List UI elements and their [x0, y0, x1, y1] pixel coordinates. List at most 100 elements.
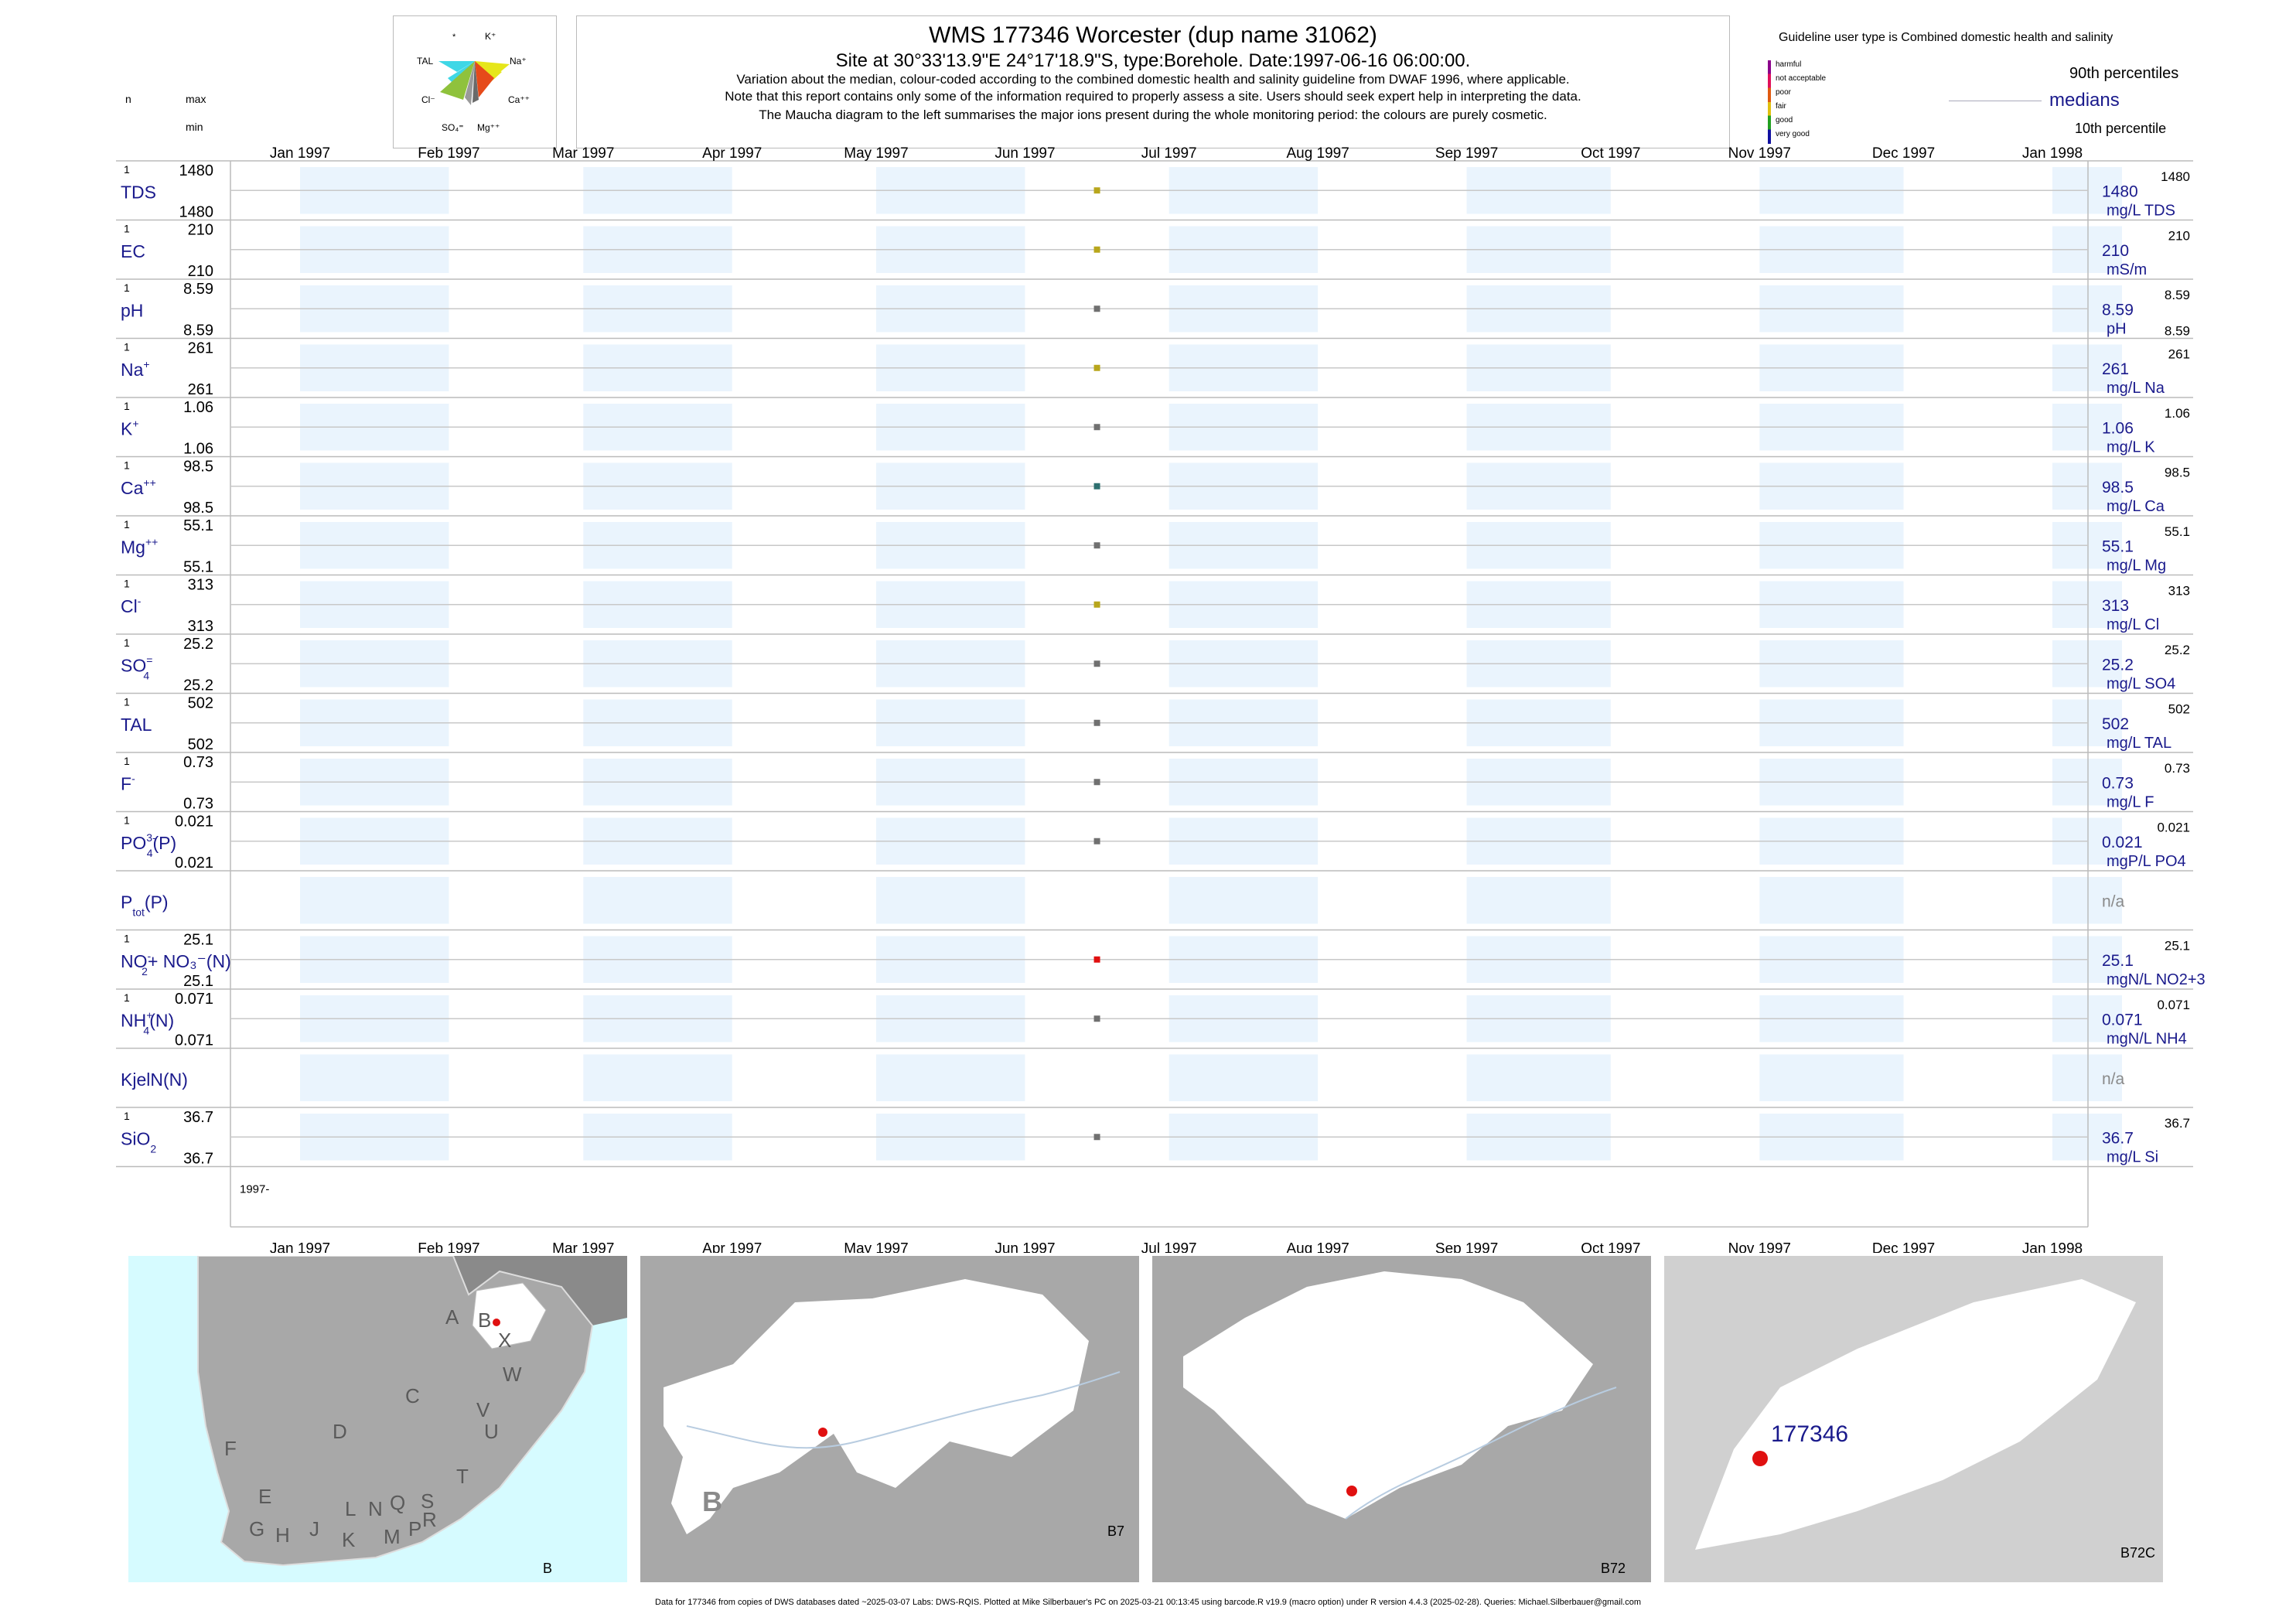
legend-class-very-good: very good — [1776, 130, 1810, 138]
map-region-L: L — [345, 1497, 356, 1520]
n-value: 1 — [124, 223, 130, 235]
map-region-E: E — [258, 1485, 271, 1508]
max-value: 98.5 — [183, 459, 213, 476]
data-point-NO — [1093, 956, 1100, 963]
month-band — [1759, 1054, 1904, 1101]
data-point-Mg — [1093, 542, 1100, 549]
map-region-R: R — [422, 1508, 437, 1531]
data-point-NH — [1093, 1015, 1100, 1022]
data-point-SiO — [1093, 1134, 1100, 1141]
maucha-label-cl: Cl⁻ — [421, 94, 435, 105]
legend-class-not-acceptable: not acceptable — [1776, 74, 1827, 83]
map3-river — [1345, 1387, 1617, 1520]
param-name: EC — [121, 241, 145, 261]
data-point-SO — [1093, 660, 1100, 667]
note-line-2: Note that this report contains only some… — [725, 89, 1581, 104]
map1-label: B — [543, 1561, 552, 1576]
max-value: 36.7 — [183, 1109, 213, 1126]
map-region-A: A — [445, 1305, 459, 1329]
map-region-W: W — [503, 1363, 522, 1386]
param-name: NH+ 4(N) — [121, 1008, 174, 1036]
map-region-D: D — [333, 1420, 347, 1443]
min-value: 55.1 — [183, 559, 213, 576]
right-median: n/a — [2102, 892, 2125, 910]
right-unit: mg/L Cl — [2107, 616, 2159, 633]
legend-class-fair: fair — [1776, 102, 1786, 111]
right-p90: 8.59 — [2165, 288, 2190, 302]
right-p90: 313 — [2168, 584, 2190, 599]
right-unit: mgP/L PO4 — [2107, 853, 2186, 870]
x-tick-bottom: Aug 1997 — [1286, 1241, 1349, 1254]
max-value: 210 — [188, 222, 213, 239]
map-panel-b72c: 177346 B72C — [1664, 1256, 2163, 1582]
maucha-label-so4: SO₄⁼ — [442, 122, 464, 133]
month-band — [2052, 1054, 2122, 1101]
n-value: 1 — [124, 518, 130, 531]
right-unit: mg/L TAL — [2107, 735, 2171, 752]
right-median: 0.071 — [2102, 1011, 2143, 1029]
map-region-C: C — [405, 1384, 420, 1407]
right-median: 55.1 — [2102, 537, 2134, 555]
map2-river — [686, 1371, 1121, 1449]
month-band — [2052, 877, 2122, 924]
left-header-min: min — [186, 121, 203, 133]
month-band — [1466, 1054, 1611, 1101]
footer-text: Data for 177346 from copies of DWS datab… — [655, 1598, 1641, 1607]
data-point-F — [1093, 779, 1100, 786]
month-band — [875, 877, 1025, 924]
x-tick-bottom: Jul 1997 — [1141, 1241, 1197, 1254]
x-tick-top: Feb 1997 — [418, 145, 479, 162]
min-value: 313 — [188, 618, 213, 635]
left-header-max: max — [186, 93, 206, 105]
right-median: 25.1 — [2102, 952, 2134, 970]
max-value: 313 — [188, 577, 213, 594]
right-median: 261 — [2102, 360, 2129, 378]
map-region-F: F — [224, 1437, 237, 1460]
right-p90: 98.5 — [2165, 466, 2190, 480]
map-region-G: G — [249, 1517, 264, 1540]
x-tick-top: Oct 1997 — [1581, 145, 1640, 162]
maucha-tal — [438, 61, 475, 72]
x-tick-bottom: May 1997 — [844, 1241, 908, 1254]
map2-big-label: B — [702, 1486, 722, 1517]
timeline-chart: Jan 1997 Jan 1997 Feb 1997 Feb 1997 Mar 1997… — [116, 145, 2206, 1254]
maucha-label-star: * — [452, 32, 456, 42]
n-value: 1 — [124, 755, 130, 767]
x-tick-bottom: Nov 1997 — [1728, 1241, 1791, 1254]
max-value: 25.2 — [183, 636, 213, 653]
map-region-M: M — [384, 1525, 401, 1548]
param-name: NO-2+ NO₃⁻(N) — [121, 950, 231, 977]
right-p90: 210 — [2168, 229, 2190, 244]
left-header-n: n — [125, 93, 131, 105]
month-band — [1759, 877, 1904, 924]
map-region-U: U — [484, 1420, 499, 1443]
map-site-dot-1 — [493, 1319, 500, 1326]
map-site-dot-4 — [1752, 1451, 1768, 1466]
n-value: 1 — [124, 281, 130, 294]
right-unit: pH — [2107, 320, 2127, 337]
maucha-label-mg: Mg⁺⁺ — [477, 122, 500, 133]
right-median: 8.59 — [2102, 301, 2134, 319]
x-tick-bottom: Oct 1997 — [1581, 1241, 1640, 1254]
map-region-S: S — [421, 1489, 434, 1513]
map-region-J: J — [309, 1517, 319, 1540]
month-band — [1168, 877, 1319, 924]
map-region-B: B — [478, 1308, 491, 1332]
min-value: 36.7 — [183, 1151, 213, 1168]
param-name: SiO2 — [121, 1128, 156, 1155]
month-band — [583, 1054, 732, 1101]
map-region-T: T — [456, 1465, 469, 1488]
month-band — [875, 1054, 1025, 1101]
x-tick-top: Jan 1997 — [270, 145, 330, 162]
right-unit: mg/L K — [2107, 438, 2155, 455]
right-p90: 0.071 — [2157, 998, 2190, 1012]
right-median: n/a — [2102, 1070, 2125, 1088]
legend-class-good: good — [1776, 116, 1793, 125]
data-point-Ca — [1093, 483, 1100, 490]
site-line: Site at 30°33'13.9"E 24°17'18.9"S, type:… — [835, 50, 1471, 71]
right-p90: 0.73 — [2165, 761, 2190, 776]
right-unit: mg/L Si — [2107, 1148, 2158, 1165]
maucha-so4 — [465, 61, 475, 105]
min-value: 0.071 — [175, 1032, 213, 1049]
